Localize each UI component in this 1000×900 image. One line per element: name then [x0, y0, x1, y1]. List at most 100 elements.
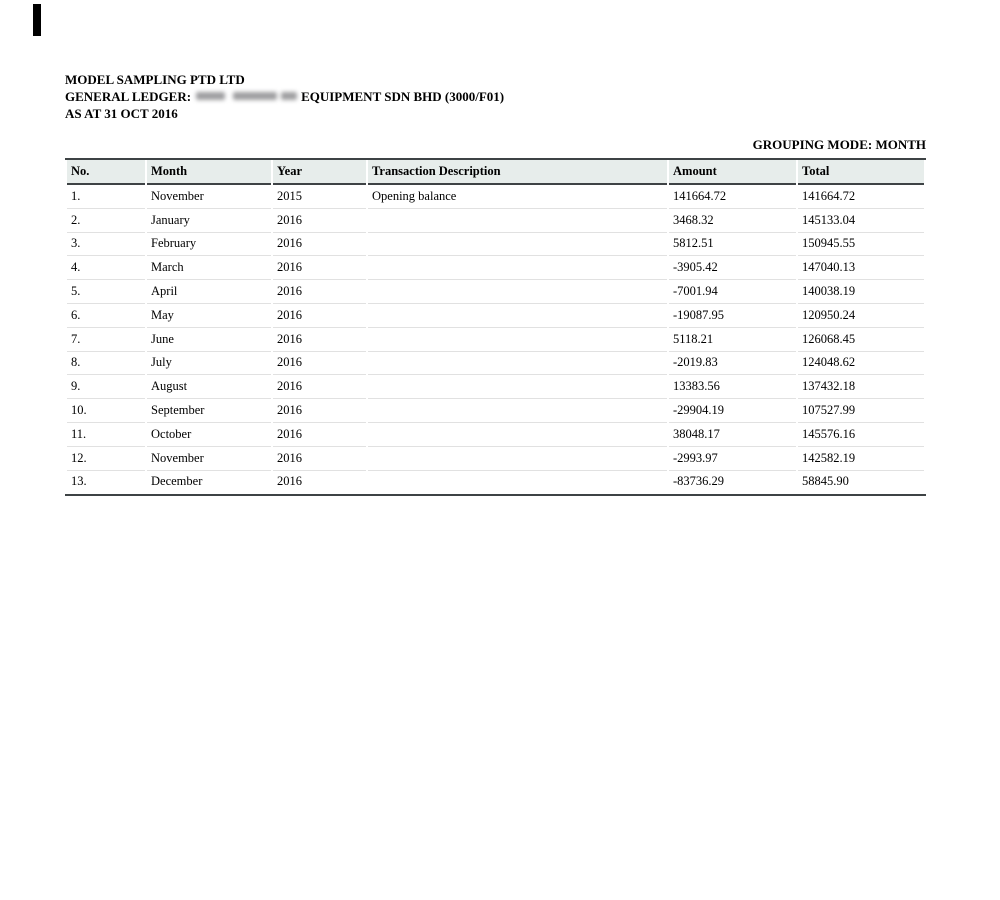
ledger-line: GENERAL LEDGER: EQUIPMENT SDN BHD (3000/F…: [65, 88, 926, 105]
cell-total: 150945.55: [798, 233, 924, 257]
table-row: 13. December 2016 -83736.29 58845.90: [67, 471, 924, 495]
cell-total: 145576.16: [798, 423, 924, 447]
cell-description: [368, 304, 667, 328]
cell-amount: 5812.51: [669, 233, 796, 257]
table-row: 12. November 2016 -2993.97 142582.19: [67, 447, 924, 471]
column-header-month: Month: [147, 160, 271, 185]
grouping-mode-label: GROUPING MODE: MONTH: [752, 137, 926, 152]
cell-description: [368, 280, 667, 304]
cell-no: 9.: [67, 375, 145, 400]
cell-total: 126068.45: [798, 328, 924, 352]
cell-month: November: [147, 447, 271, 471]
ledger-table: No. Month Year Transaction Description A…: [65, 160, 926, 495]
cell-total: 147040.13: [798, 256, 924, 281]
cell-year: 2016: [273, 280, 366, 304]
cell-no: 6.: [67, 304, 145, 328]
table-row: 7. June 2016 5118.21 126068.45: [67, 328, 924, 352]
table-row: 9. August 2016 13383.56 137432.18: [67, 375, 924, 400]
cell-no: 4.: [67, 256, 145, 281]
cell-month: July: [147, 352, 271, 376]
header-row: No. Month Year Transaction Description A…: [67, 160, 924, 185]
cell-amount: -29904.19: [669, 399, 796, 423]
report-title-block: MODEL SAMPLING PTD LTD GENERAL LEDGER: EQ…: [65, 71, 926, 122]
cell-year: 2016: [273, 447, 366, 471]
cell-description: Opening balance: [368, 185, 667, 209]
cell-year: 2016: [273, 328, 366, 352]
cell-description: [368, 375, 667, 400]
cell-year: 2016: [273, 233, 366, 257]
cell-no: 7.: [67, 328, 145, 352]
cell-year: 2016: [273, 399, 366, 423]
cell-no: 3.: [67, 233, 145, 257]
cell-description: [368, 447, 667, 471]
cell-no: 5.: [67, 280, 145, 304]
cell-description: [368, 471, 667, 495]
column-header-description: Transaction Description: [368, 160, 667, 185]
cell-no: 2.: [67, 209, 145, 233]
column-header-total: Total: [798, 160, 924, 185]
cell-amount: 5118.21: [669, 328, 796, 352]
table-row: 8. July 2016 -2019.83 124048.62: [67, 352, 924, 376]
cell-total: 137432.18: [798, 375, 924, 400]
cell-amount: -19087.95: [669, 304, 796, 328]
cell-year: 2016: [273, 256, 366, 281]
as-at-date: AS AT 31 OCT 2016: [65, 106, 178, 121]
cell-month: December: [147, 471, 271, 495]
cell-total: 145133.04: [798, 209, 924, 233]
cell-no: 8.: [67, 352, 145, 376]
cell-description: [368, 233, 667, 257]
table-row: 3. February 2016 5812.51 150945.55: [67, 233, 924, 257]
cell-month: August: [147, 375, 271, 400]
cell-month: March: [147, 256, 271, 281]
cell-total: 107527.99: [798, 399, 924, 423]
column-header-amount: Amount: [669, 160, 796, 185]
cell-month: June: [147, 328, 271, 352]
column-header-year: Year: [273, 160, 366, 185]
cell-year: 2016: [273, 304, 366, 328]
cell-amount: 38048.17: [669, 423, 796, 447]
table-row: 11. October 2016 38048.17 145576.16: [67, 423, 924, 447]
table-row: 6. May 2016 -19087.95 120950.24: [67, 304, 924, 328]
cell-no: 13.: [67, 471, 145, 495]
column-header-no: No.: [67, 160, 145, 185]
cell-year: 2016: [273, 375, 366, 400]
cell-amount: -2019.83: [669, 352, 796, 376]
redacted-account-name: [196, 91, 298, 102]
cell-no: 10.: [67, 399, 145, 423]
cell-description: [368, 399, 667, 423]
cell-amount: 141664.72: [669, 185, 796, 209]
cell-total: 142582.19: [798, 447, 924, 471]
cell-total: 140038.19: [798, 280, 924, 304]
cell-month: November: [147, 185, 271, 209]
cell-year: 2015: [273, 185, 366, 209]
cell-amount: 13383.56: [669, 375, 796, 400]
cell-no: 11.: [67, 423, 145, 447]
table-row: 5. April 2016 -7001.94 140038.19: [67, 280, 924, 304]
cell-month: October: [147, 423, 271, 447]
cell-total: 141664.72: [798, 185, 924, 209]
table-row: 10. September 2016 -29904.19 107527.99: [67, 399, 924, 423]
cell-description: [368, 256, 667, 281]
table-row: 2. January 2016 3468.32 145133.04: [67, 209, 924, 233]
cell-year: 2016: [273, 471, 366, 495]
ledger-report: MODEL SAMPLING PTD LTD GENERAL LEDGER: EQ…: [65, 71, 926, 497]
cell-description: [368, 328, 667, 352]
cell-amount: -83736.29: [669, 471, 796, 495]
cell-total: 58845.90: [798, 471, 924, 495]
table-header: No. Month Year Transaction Description A…: [67, 160, 924, 185]
cell-description: [368, 352, 667, 376]
company-name: MODEL SAMPLING PTD LTD: [65, 72, 245, 87]
cell-amount: -2993.97: [669, 447, 796, 471]
cell-year: 2016: [273, 209, 366, 233]
table-body: 1. November 2015 Opening balance 141664.72 14…: [67, 185, 924, 495]
cell-total: 124048.62: [798, 352, 924, 376]
cell-description: [368, 209, 667, 233]
cell-total: 120950.24: [798, 304, 924, 328]
cell-no: 12.: [67, 447, 145, 471]
cell-month: May: [147, 304, 271, 328]
ledger-entity: EQUIPMENT SDN BHD (3000/F01): [301, 89, 505, 104]
cell-month: January: [147, 209, 271, 233]
cell-amount: -3905.42: [669, 256, 796, 281]
ledger-label: GENERAL LEDGER:: [65, 89, 192, 104]
